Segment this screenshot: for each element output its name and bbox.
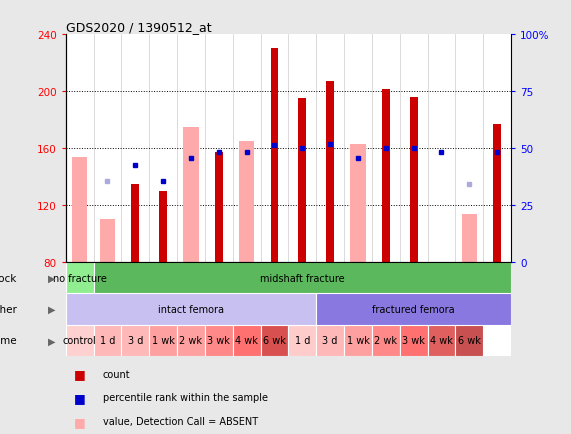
Text: 3 d: 3 d xyxy=(127,336,143,345)
Bar xyxy=(326,82,334,263)
Text: 4 wk: 4 wk xyxy=(235,336,258,345)
Bar xyxy=(177,325,205,356)
Text: other: other xyxy=(0,305,17,314)
Text: count: count xyxy=(103,369,130,378)
Bar xyxy=(94,325,122,356)
Text: no fracture: no fracture xyxy=(53,273,107,283)
Text: ■: ■ xyxy=(74,391,86,404)
Text: 1 d: 1 d xyxy=(295,336,310,345)
Text: intact femora: intact femora xyxy=(158,305,224,314)
Text: control: control xyxy=(63,336,96,345)
Bar xyxy=(66,263,94,294)
Bar xyxy=(382,90,389,263)
Bar xyxy=(100,220,115,263)
Text: ▶: ▶ xyxy=(47,273,55,283)
Text: shock: shock xyxy=(0,273,17,283)
Bar xyxy=(239,141,254,263)
Bar xyxy=(215,153,223,263)
Text: 3 d: 3 d xyxy=(323,336,338,345)
Bar xyxy=(233,325,260,356)
Text: 3 wk: 3 wk xyxy=(402,336,425,345)
Bar xyxy=(260,325,288,356)
Text: value, Detection Call = ABSENT: value, Detection Call = ABSENT xyxy=(103,417,258,426)
Text: midshaft fracture: midshaft fracture xyxy=(260,273,344,283)
Text: 3 wk: 3 wk xyxy=(207,336,230,345)
Text: ▶: ▶ xyxy=(47,336,55,345)
Bar xyxy=(410,97,417,263)
Bar xyxy=(493,125,501,263)
Bar xyxy=(72,157,87,263)
Bar xyxy=(183,127,199,263)
Text: 2 wk: 2 wk xyxy=(374,336,397,345)
Text: time: time xyxy=(0,336,17,345)
Text: ■: ■ xyxy=(74,415,86,428)
Bar xyxy=(149,325,177,356)
Text: percentile rank within the sample: percentile rank within the sample xyxy=(103,393,268,402)
Text: GDS2020 / 1390512_at: GDS2020 / 1390512_at xyxy=(66,20,211,33)
Bar xyxy=(122,325,149,356)
Text: 1 wk: 1 wk xyxy=(347,336,369,345)
Bar xyxy=(159,191,167,263)
Text: fractured femora: fractured femora xyxy=(372,305,455,314)
Text: 6 wk: 6 wk xyxy=(458,336,481,345)
Text: 6 wk: 6 wk xyxy=(263,336,286,345)
Bar xyxy=(271,49,278,263)
Bar xyxy=(461,214,477,263)
Text: 4 wk: 4 wk xyxy=(430,336,453,345)
Bar xyxy=(344,325,372,356)
Text: ▶: ▶ xyxy=(47,305,55,314)
Bar xyxy=(288,325,316,356)
Text: 2 wk: 2 wk xyxy=(179,336,203,345)
Bar xyxy=(400,325,428,356)
Text: 1 wk: 1 wk xyxy=(152,336,175,345)
Text: ■: ■ xyxy=(74,367,86,380)
Bar xyxy=(456,325,483,356)
Bar xyxy=(66,325,94,356)
Bar xyxy=(66,294,316,325)
Bar xyxy=(316,294,511,325)
Bar xyxy=(131,184,139,263)
Bar xyxy=(428,325,456,356)
Bar xyxy=(316,325,344,356)
Bar xyxy=(372,325,400,356)
Text: 1 d: 1 d xyxy=(100,336,115,345)
Bar xyxy=(350,145,365,263)
Bar xyxy=(205,325,233,356)
Bar xyxy=(299,99,306,263)
